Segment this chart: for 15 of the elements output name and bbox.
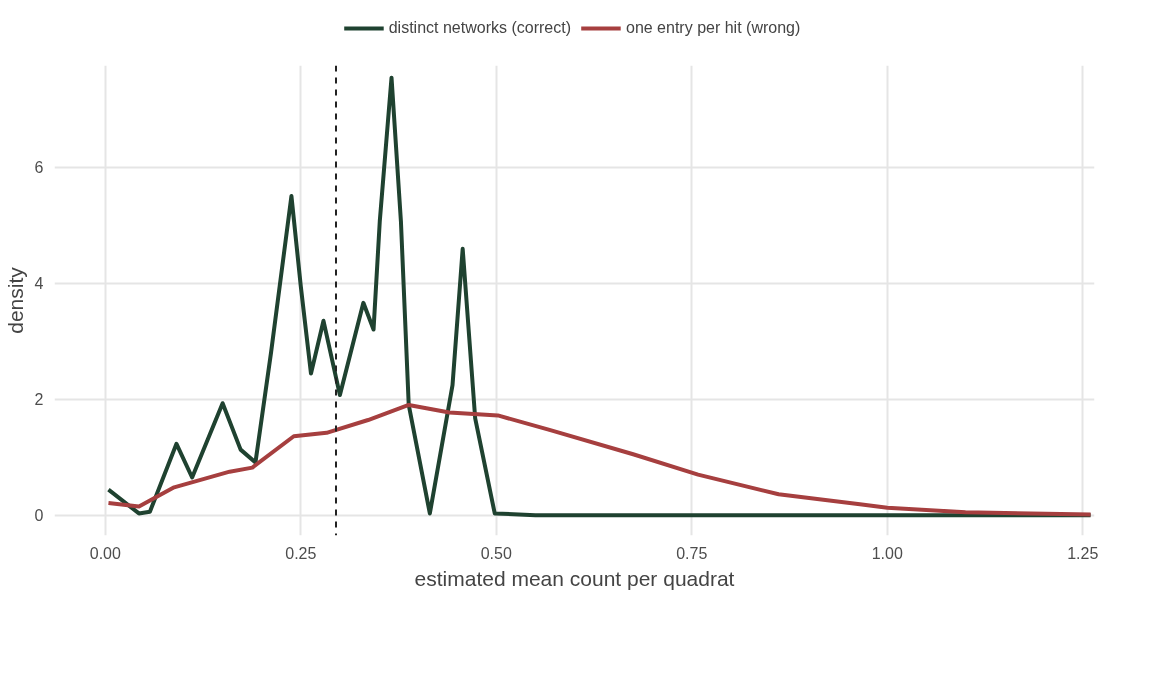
x-tick-label: 0.75	[676, 544, 708, 562]
y-tick-label: 0	[34, 507, 44, 525]
x-tick-label: 1.25	[1067, 544, 1099, 562]
legend-label: one entry per hit (wrong)	[625, 18, 801, 37]
x-tick-label: 0.50	[480, 544, 512, 562]
x-axis-title: estimated mean count per quadrat	[414, 566, 735, 590]
y-tick-label: 2	[34, 391, 44, 409]
y-tick-label: 4	[34, 275, 44, 293]
line-series	[106, 402, 1093, 517]
y-axis-title: density	[3, 266, 27, 334]
x-tick-label: 0.25	[285, 544, 317, 562]
x-tick-label: 0.00	[89, 544, 121, 562]
x-tick-label: 1.00	[871, 544, 903, 562]
legend-label: distinct networks (correct)	[388, 18, 571, 37]
y-tick-label: 6	[34, 159, 44, 177]
